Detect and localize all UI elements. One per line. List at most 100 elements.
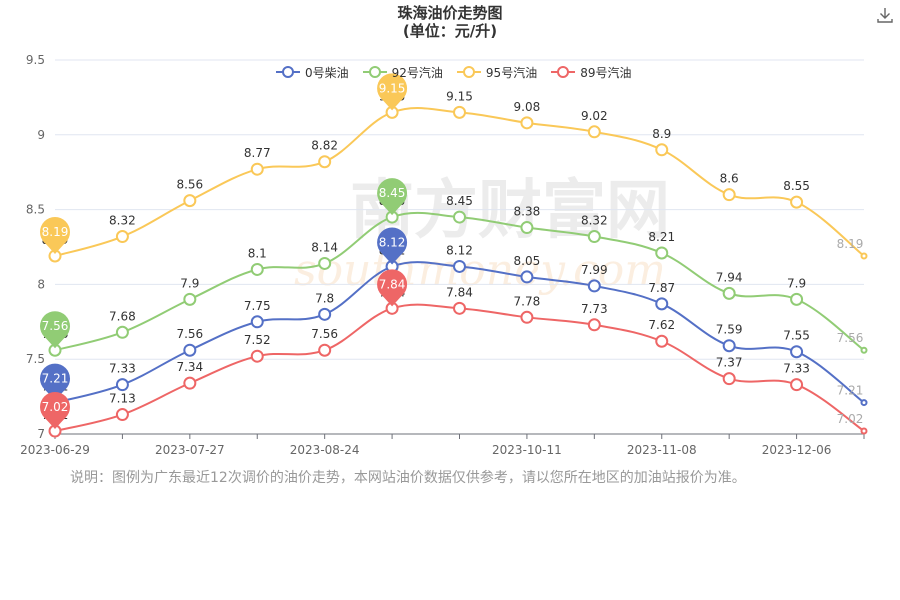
data-point[interactable] — [183, 292, 197, 306]
data-point[interactable] — [318, 256, 332, 270]
download-icon[interactable] — [876, 6, 894, 24]
data-point[interactable] — [790, 195, 804, 209]
data-point[interactable] — [250, 262, 264, 276]
data-point[interactable] — [587, 318, 601, 332]
chart-title-main: 珠海油价走势图 — [397, 4, 503, 22]
legend-item[interactable]: 0号柴油 — [276, 63, 349, 81]
marker-pin-head — [40, 216, 70, 247]
chart-title-sub: (单位：元/升) — [402, 22, 498, 40]
legend-swatch — [456, 66, 481, 78]
data-label: 8.05 — [514, 254, 541, 268]
legend: 0号柴油 92号汽油 95号汽油 89号汽油 — [276, 63, 631, 81]
data-point[interactable] — [587, 230, 601, 244]
data-label: 8.77 — [244, 146, 271, 160]
data-point[interactable] — [453, 210, 466, 224]
data-point[interactable] — [453, 105, 466, 119]
data-label: 7.94 — [716, 270, 743, 284]
data-point[interactable] — [115, 325, 129, 339]
data-point[interactable] — [115, 408, 129, 422]
legend-item[interactable]: 95号汽油 — [456, 63, 538, 81]
data-label: 8.9 — [652, 127, 671, 141]
marker-pin-head — [40, 311, 70, 342]
data-point[interactable] — [860, 399, 868, 407]
marker-pin-max: 8.12 — [377, 227, 408, 265]
data-point[interactable] — [722, 286, 736, 300]
marker-pin-head — [40, 392, 70, 423]
data-label: 7.13 — [109, 392, 136, 406]
data-label: 7.56 — [837, 331, 864, 345]
data-point[interactable] — [520, 270, 534, 284]
marker-pin-label: 7.02 — [42, 400, 69, 414]
extreme-markers: 8.12 7.21 8.45 7.56 9.15 8.19 7.84 7.02 — [40, 73, 408, 430]
data-point[interactable] — [860, 346, 868, 354]
data-label: 8.14 — [311, 240, 338, 254]
data-point[interactable] — [520, 221, 534, 235]
data-label: 9.15 — [446, 89, 473, 103]
data-label: 8.82 — [311, 139, 338, 153]
y-tick-label: 8 — [37, 277, 45, 291]
legend-label: 95号汽油 — [485, 65, 538, 80]
data-point[interactable] — [250, 315, 264, 329]
data-label: 7.8 — [315, 291, 334, 305]
data-point[interactable] — [318, 343, 332, 357]
data-point[interactable] — [115, 230, 129, 244]
data-point[interactable] — [183, 194, 197, 208]
data-label: 7.75 — [244, 299, 271, 313]
data-point[interactable] — [183, 343, 197, 357]
data-point[interactable] — [790, 378, 804, 392]
marker-pin-max: 8.45 — [377, 178, 408, 216]
data-point[interactable] — [722, 339, 736, 353]
x-tick-label: 2023-06-29 — [20, 443, 90, 457]
data-point[interactable] — [655, 246, 669, 260]
chart-title: 珠海油价走势图 (单位：元/升) — [0, 4, 900, 40]
data-label: 8.56 — [176, 178, 203, 192]
data-label: 7.62 — [648, 318, 675, 332]
data-point[interactable] — [587, 125, 601, 139]
data-point[interactable] — [250, 162, 264, 176]
data-point[interactable] — [790, 345, 804, 359]
data-label: 7.9 — [180, 276, 199, 290]
data-point[interactable] — [520, 116, 534, 130]
data-point[interactable] — [587, 279, 601, 293]
data-point[interactable] — [860, 427, 868, 435]
data-point[interactable] — [520, 310, 534, 324]
data-label: 7.73 — [581, 302, 608, 316]
legend-item[interactable]: 89号汽油 — [551, 63, 631, 81]
data-point[interactable] — [318, 307, 332, 321]
data-point[interactable] — [318, 155, 332, 169]
data-point[interactable] — [115, 378, 129, 392]
data-point[interactable] — [250, 349, 264, 363]
data-label: 7.21 — [837, 384, 864, 398]
data-point[interactable] — [790, 292, 804, 306]
data-point[interactable] — [453, 259, 466, 273]
data-point[interactable] — [453, 301, 466, 315]
legend-label: 0号柴油 — [305, 65, 349, 80]
data-point[interactable] — [722, 188, 736, 202]
data-label: 7.37 — [716, 356, 743, 370]
data-point[interactable] — [183, 376, 197, 390]
marker-pin-label: 8.19 — [42, 225, 69, 239]
marker-pin-head — [40, 363, 70, 394]
y-tick-label: 9.5 — [26, 53, 45, 67]
data-label: 7.59 — [716, 323, 743, 337]
marker-pin-max: 7.84 — [377, 269, 408, 307]
marker-pin-label: 7.21 — [42, 372, 69, 386]
grid-lines — [55, 59, 864, 360]
data-label: 7.9 — [787, 276, 806, 290]
data-label: 7.56 — [176, 327, 203, 341]
legend-item[interactable]: 92号汽油 — [362, 63, 443, 81]
marker-pin-head — [377, 178, 408, 209]
data-point[interactable] — [655, 334, 669, 348]
y-tick-label: 7 — [37, 427, 45, 441]
data-point[interactable] — [655, 143, 669, 157]
axes: 7 7.5 8 8.5 9 9.5 2023-06-29 2023-07-27 2023-08-… — [20, 53, 865, 457]
marker-pin-label: 9.15 — [379, 81, 406, 95]
data-point[interactable] — [655, 297, 669, 311]
x-tick-label: 2023-11-08 — [627, 443, 697, 457]
data-label: 8.38 — [514, 205, 541, 219]
data-point[interactable] — [722, 372, 736, 386]
marker-pin-max: 9.15 — [377, 73, 408, 111]
data-point[interactable] — [860, 252, 868, 260]
